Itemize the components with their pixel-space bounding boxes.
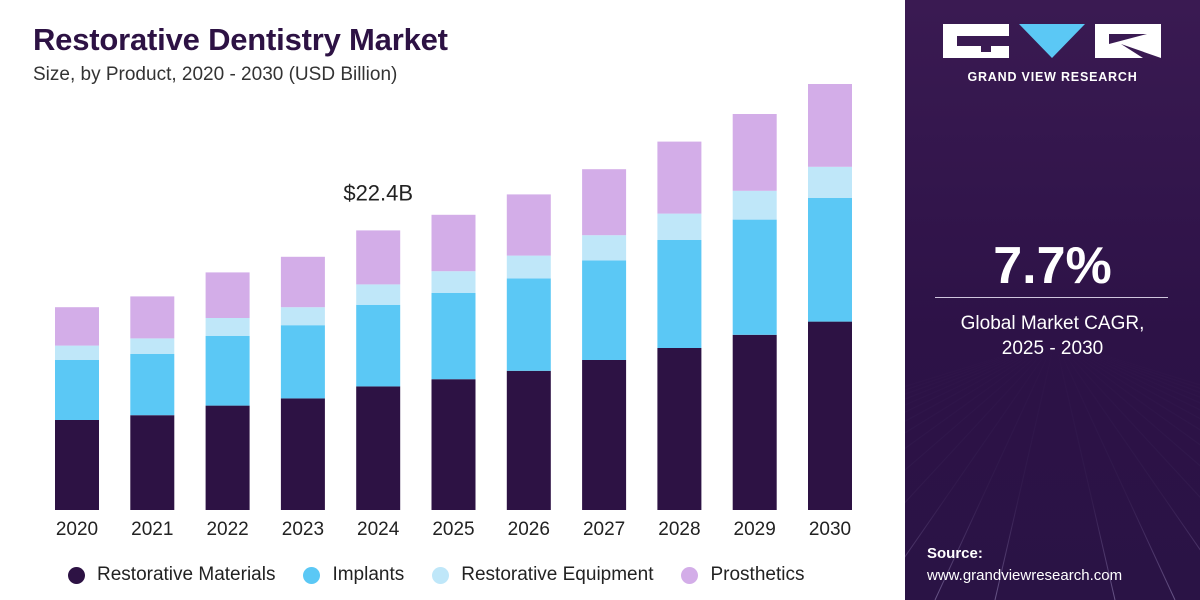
divider <box>935 297 1168 298</box>
bar-segment-restorative-materials-2029 <box>732 334 777 510</box>
bar-segment-restorative-equipment-2023 <box>280 307 325 326</box>
stacked-bar-chart: 2020 2021 2022 2023 2024 2025 2026 2027 2028 2029… <box>55 84 852 540</box>
x-tick-label: 2028 <box>658 519 700 540</box>
x-tick-label: 2021 <box>131 519 173 540</box>
bar-segment-restorative-materials-2030 <box>808 321 852 510</box>
bar-segment-implants-2023 <box>280 325 325 399</box>
bar-segment-restorative-equipment-2022 <box>205 318 250 336</box>
bar-segment-implants-2026 <box>506 278 551 371</box>
legend-label: Prosthetics <box>710 564 805 585</box>
legend-item-restorative-materials: Restorative Materials <box>68 564 275 586</box>
bar-segment-implants-2022 <box>205 336 250 406</box>
x-tick-label: 2022 <box>206 519 248 540</box>
brand-name: GRAND VIEW RESEARCH <box>967 70 1138 84</box>
bar-segment-restorative-equipment-2029 <box>732 190 777 220</box>
bar-segment-prosthetics-2029 <box>732 114 777 191</box>
bar-segment-restorative-equipment-2025 <box>431 271 476 293</box>
bar-segment-prosthetics-2022 <box>205 272 250 318</box>
legend-label: Implants <box>332 564 405 585</box>
legend-swatch <box>68 566 85 584</box>
legend-item-restorative-equipment: Restorative Equipment <box>432 564 653 586</box>
x-tick-label: 2030 <box>809 519 851 540</box>
legend: Restorative Materials Implants Restorative… <box>68 562 832 588</box>
bar-segment-prosthetics-2026 <box>506 194 551 256</box>
bar-segment-implants-2027 <box>582 260 627 360</box>
bar-segment-restorative-equipment-2021 <box>130 338 175 354</box>
bar-segment-restorative-materials-2027 <box>582 360 627 510</box>
cagr-label: Global Market CAGR, 2025 - 2030 <box>905 311 1200 361</box>
bar-segment-restorative-materials-2025 <box>431 379 476 510</box>
gvr-logo-icon <box>943 24 1161 58</box>
bar-segment-restorative-equipment-2026 <box>506 255 551 279</box>
bar-segment-implants-2024 <box>356 304 401 387</box>
bar-segment-prosthetics-2021 <box>130 296 175 339</box>
legend-swatch <box>681 566 699 584</box>
chart-panel: Restorative Dentistry Market Size, by Pr… <box>33 22 852 588</box>
x-tick-label: 2020 <box>56 519 98 540</box>
bar-segment-prosthetics-2024 <box>356 230 401 285</box>
bar-segment-implants-2028 <box>657 240 702 348</box>
bar-segment-prosthetics-2023 <box>280 256 325 308</box>
bar-segment-implants-2021 <box>130 354 175 416</box>
bar-segment-implants-2029 <box>732 219 777 335</box>
x-tick-label: 2027 <box>583 519 625 540</box>
bar-segment-implants-2025 <box>431 292 476 380</box>
cagr-label-line2: 2025 - 2030 <box>1001 338 1104 359</box>
bar-segment-prosthetics-2028 <box>657 141 702 214</box>
bar-segment-restorative-equipment-2030 <box>808 166 852 198</box>
bar-segment-restorative-equipment-2027 <box>582 235 627 261</box>
info-panel: GRAND VIEW RESEARCH 7.7% Global Market C… <box>905 0 1200 600</box>
bar-group <box>55 84 852 510</box>
x-tick-label: 2029 <box>734 519 776 540</box>
source-link[interactable]: www.grandviewresearch.com <box>927 567 1123 584</box>
source-label: Source: <box>927 545 983 562</box>
x-axis-ticks: 2020 2021 2022 2023 2024 2025 2026 2027 2028 2029… <box>56 519 851 540</box>
x-tick-label: 2025 <box>432 519 474 540</box>
legend-label: Restorative Materials <box>97 564 276 585</box>
bar-segment-restorative-materials-2022 <box>205 405 250 510</box>
value-annotation: $22.4B <box>343 180 413 205</box>
bar-segment-restorative-equipment-2028 <box>657 213 702 240</box>
bar-segment-prosthetics-2027 <box>582 169 627 236</box>
grid-pattern-decoration <box>905 339 1200 600</box>
legend-item-prosthetics: Prosthetics <box>681 564 804 586</box>
cagr-value: 7.7% <box>993 237 1112 295</box>
bar-segment-prosthetics-2020 <box>55 307 99 346</box>
annotations: $22.4B <box>343 180 413 205</box>
legend-label: Restorative Equipment <box>461 564 654 585</box>
bar-segment-restorative-materials-2026 <box>506 370 551 510</box>
bar-segment-prosthetics-2025 <box>431 214 476 272</box>
chart-subtitle: Size, by Product, 2020 - 2030 (USD Billi… <box>33 64 398 85</box>
bar-segment-restorative-materials-2021 <box>130 415 175 510</box>
bar-segment-implants-2030 <box>808 198 852 322</box>
cagr-label-line1: Global Market CAGR, <box>960 313 1145 334</box>
bar-segment-implants-2020 <box>55 360 99 420</box>
bar-segment-restorative-materials-2028 <box>657 348 702 510</box>
legend-item-implants: Implants <box>303 564 404 586</box>
bar-segment-restorative-materials-2024 <box>356 386 401 510</box>
x-tick-label: 2026 <box>508 519 550 540</box>
legend-swatch <box>432 566 450 584</box>
bar-segment-restorative-equipment-2020 <box>55 345 99 360</box>
legend-swatch <box>303 566 321 584</box>
bar-segment-prosthetics-2030 <box>808 84 852 167</box>
x-tick-label: 2023 <box>282 519 324 540</box>
bar-segment-restorative-materials-2023 <box>280 398 325 510</box>
bar-segment-restorative-equipment-2024 <box>356 284 401 305</box>
chart-title: Restorative Dentistry Market <box>33 22 448 57</box>
x-tick-label: 2024 <box>357 519 400 540</box>
bar-segment-restorative-materials-2020 <box>55 420 99 510</box>
